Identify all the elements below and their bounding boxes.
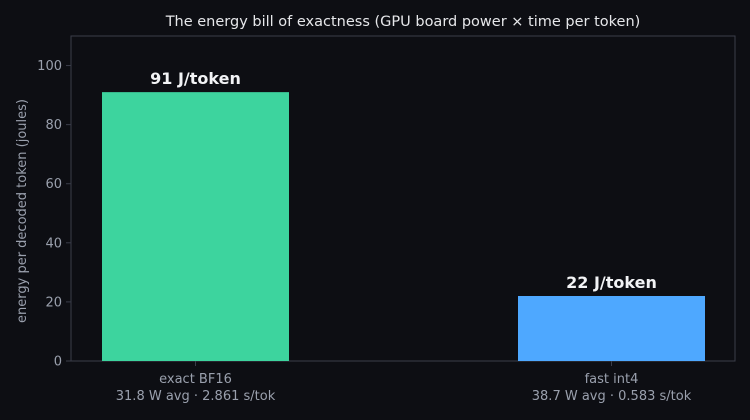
bar-data-label: 22 J/token xyxy=(566,273,657,292)
y-tick-label: 80 xyxy=(45,118,62,133)
x-tick-label: exact BF16 xyxy=(159,372,232,387)
y-tick-label: 20 xyxy=(45,295,62,310)
bars: 91 J/token exact BF16 31.8 W avg · 2.861 s… xyxy=(102,69,705,404)
y-axis-ticks: 0 20 40 60 80 100 xyxy=(37,59,71,370)
y-tick-label: 0 xyxy=(54,355,62,370)
x-tick-sublabel: 31.8 W avg · 2.861 s/tok xyxy=(116,389,276,404)
bar xyxy=(102,92,289,362)
x-tick-sublabel: 38.7 W avg · 0.583 s/tok xyxy=(532,389,692,404)
bar-data-label: 91 J/token xyxy=(150,69,241,88)
y-tick-label: 40 xyxy=(45,236,62,251)
y-axis-label: energy per decoded token (joules) xyxy=(15,99,30,323)
bar xyxy=(518,296,705,361)
y-tick-label: 100 xyxy=(37,59,62,74)
x-tick-label: fast int4 xyxy=(585,372,639,387)
chart-title: The energy bill of exactness (GPU board … xyxy=(165,14,641,30)
y-tick-label: 60 xyxy=(45,177,62,192)
plot-frame xyxy=(70,35,736,362)
